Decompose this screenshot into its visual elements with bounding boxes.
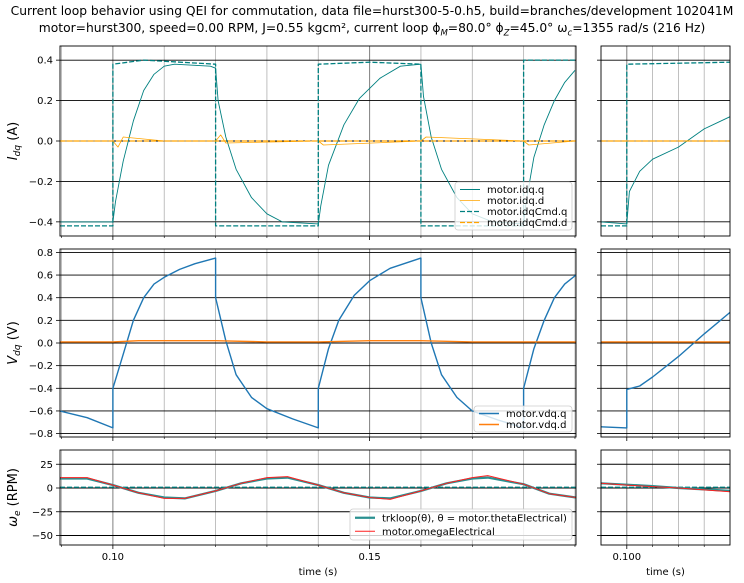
series-group — [601, 482, 730, 493]
ytick-label: 0.0 — [37, 137, 53, 148]
y-axis-label: Idq (A) — [6, 122, 23, 160]
series-line-motor-idq-d — [60, 134, 576, 148]
legend-box — [473, 405, 573, 433]
ytick-label: −0.2 — [29, 361, 53, 372]
y-axis-label: ωe (RPM) — [6, 468, 23, 527]
y-label-subscript: dq — [13, 145, 23, 157]
panel-vdq-main: −0.8 −0.6 −0.4 −0.2 0.0 0.2 0.4 0.6 0.8 Vdq (V) mo… — [6, 248, 577, 441]
y-label-subscript: e — [13, 510, 23, 516]
xtick-label: 0.15 — [358, 552, 380, 563]
ytick-label: −50 — [32, 531, 53, 542]
legend-label: motor.vdq.q — [506, 409, 566, 420]
series-group — [601, 61, 730, 227]
y-label-symbol: I — [6, 156, 21, 160]
x-axis-label: time (s) — [299, 567, 338, 578]
legend: motor.idq.qmotor.idq.dmotor.idqCmd.qmoto… — [454, 181, 573, 231]
y-label-unit: (A) — [6, 122, 21, 145]
ytick-label: −25 — [32, 507, 53, 518]
axes-frame — [59, 248, 577, 438]
y-label-symbol: V — [6, 355, 21, 365]
title-text: =1355 rad/s (216 Hz) — [572, 21, 706, 35]
title-text: motor=hurst300, speed=0.00 RPM, J=0.55 k… — [38, 21, 441, 35]
chart-title-line2: motor=hurst300, speed=0.00 RPM, J=0.55 k… — [0, 21, 744, 38]
ytick-label: 25 — [40, 460, 53, 471]
ytick-label: 0.2 — [37, 316, 53, 327]
axes-frame — [600, 449, 731, 546]
legend-label: motor.idq.q — [487, 185, 544, 196]
legend-label: motor.vdq.d — [506, 420, 566, 431]
legend-label: motor.idqCmd.q — [487, 207, 567, 218]
title-subscript: c — [567, 28, 573, 39]
ytick-label: −0.4 — [29, 217, 53, 228]
panel-vdq-zoom — [597, 248, 731, 441]
series-line-motor-vdq-d — [60, 340, 576, 343]
axes-frame — [600, 45, 731, 237]
xtick-label: 0.10 — [102, 552, 124, 563]
axes-frame — [59, 449, 577, 546]
legend-label: motor.omegaElectrical — [382, 527, 495, 538]
ytick-label: 0.0 — [37, 339, 53, 350]
panel-omega-main: −50 −25 0 25 0.10 0.15 time (s) ωe (RPM) trkloop… — [6, 449, 577, 578]
title-subscript: M — [440, 28, 448, 39]
ytick-label: −0.4 — [29, 384, 53, 395]
series-group — [60, 475, 576, 500]
ytick-label: −0.6 — [29, 406, 53, 417]
legend: trkloop(θ), θ = motor.thetaElectrical) mo… — [349, 508, 573, 541]
ytick-label: −0.2 — [29, 177, 53, 188]
legend-label: trkloop(θ), θ = motor.thetaElectrical) — [382, 513, 567, 524]
ytick-label: 0.8 — [37, 248, 53, 259]
series-group — [601, 311, 730, 429]
y-label-symbol: ω — [6, 516, 21, 527]
panel-idq-zoom — [597, 45, 731, 240]
x-axis-label: time (s) — [646, 567, 685, 578]
y-axis-label: Vdq (V) — [6, 321, 23, 365]
ytick-label: −0.8 — [29, 429, 53, 440]
legend-box — [454, 181, 573, 231]
ytick-label: 0.2 — [37, 96, 53, 107]
axes-frame — [59, 45, 577, 237]
panel-omega-zoom: 0.100 time (s) — [597, 449, 731, 578]
ytick-label: 0.4 — [37, 293, 53, 304]
series-line-motor-omegaelectrical — [60, 475, 576, 500]
title-text: =80.0° ϕ — [447, 21, 504, 35]
axes-frame — [600, 248, 731, 438]
series-line-motor-idq-q — [601, 116, 730, 225]
y-label-unit: (V) — [6, 321, 21, 344]
y-label-subscript: dq — [13, 344, 23, 356]
series-line-motor-omegaelectrical — [601, 482, 730, 493]
xtick-label: 0.100 — [612, 552, 641, 563]
ytick-label: 0.4 — [37, 56, 53, 67]
ytick-label: 0.6 — [37, 271, 53, 282]
legend-label: motor.idqCmd.d — [487, 218, 567, 229]
series-line-motor-idqcmd-q — [601, 61, 730, 227]
chart-title-line1: Current loop behavior using QEI for comm… — [10, 4, 734, 18]
series-line-motor-vdq-q — [601, 311, 730, 429]
y-label-unit: (RPM) — [6, 468, 21, 510]
legend-label: motor.idq.d — [487, 196, 544, 207]
title-text: =45.0° ω — [509, 21, 568, 35]
ytick-label: 0 — [47, 484, 53, 495]
title-subscript: Z — [503, 28, 510, 39]
legend-box — [349, 508, 573, 541]
